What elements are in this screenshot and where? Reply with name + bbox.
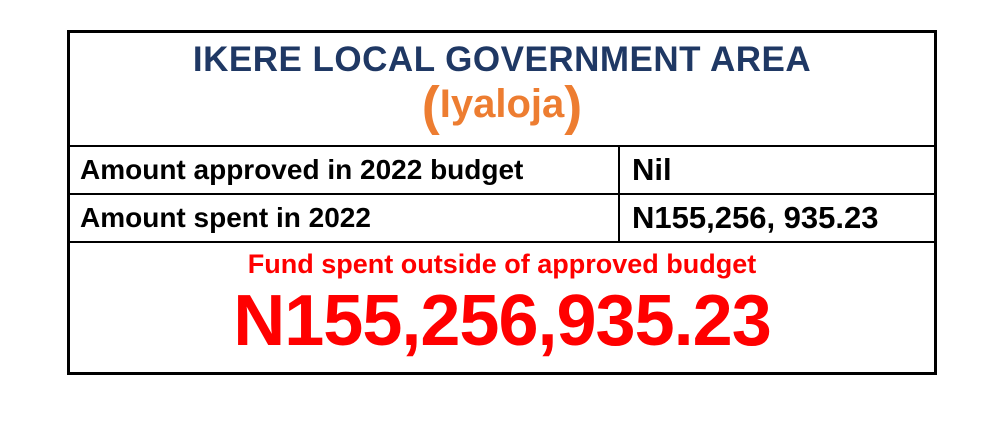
table-row-spent: Amount spent in 2022 N155,256, 935.23 bbox=[70, 193, 934, 241]
row-label-approved: Amount approved in 2022 budget bbox=[70, 147, 620, 193]
page-title: IKERE LOCAL GOVERNMENT AREA bbox=[192, 40, 812, 79]
footer-caption: Fund spent outside of approved budget bbox=[247, 249, 757, 279]
budget-table: IKERE LOCAL GOVERNMENT AREA (Iyaloja) Am… bbox=[67, 30, 937, 375]
table-row-approved: Amount approved in 2022 budget Nil bbox=[70, 145, 934, 193]
table-footer-cell: Fund spent outside of approved budget N1… bbox=[70, 241, 934, 372]
page-subtitle: (Iyaloja) bbox=[70, 79, 934, 133]
footer-amount: N155,256,935.23 bbox=[233, 281, 771, 362]
row-value-spent: N155,256, 935.23 bbox=[632, 200, 879, 235]
subtitle-open-paren: ( bbox=[421, 75, 440, 136]
row-label-spent: Amount spent in 2022 bbox=[70, 195, 620, 241]
subtitle-close-paren: ) bbox=[564, 75, 583, 136]
subtitle-text: Iyaloja bbox=[439, 81, 565, 126]
row-value-approved: Nil bbox=[632, 152, 672, 187]
table-header-cell: IKERE LOCAL GOVERNMENT AREA (Iyaloja) bbox=[70, 33, 934, 145]
